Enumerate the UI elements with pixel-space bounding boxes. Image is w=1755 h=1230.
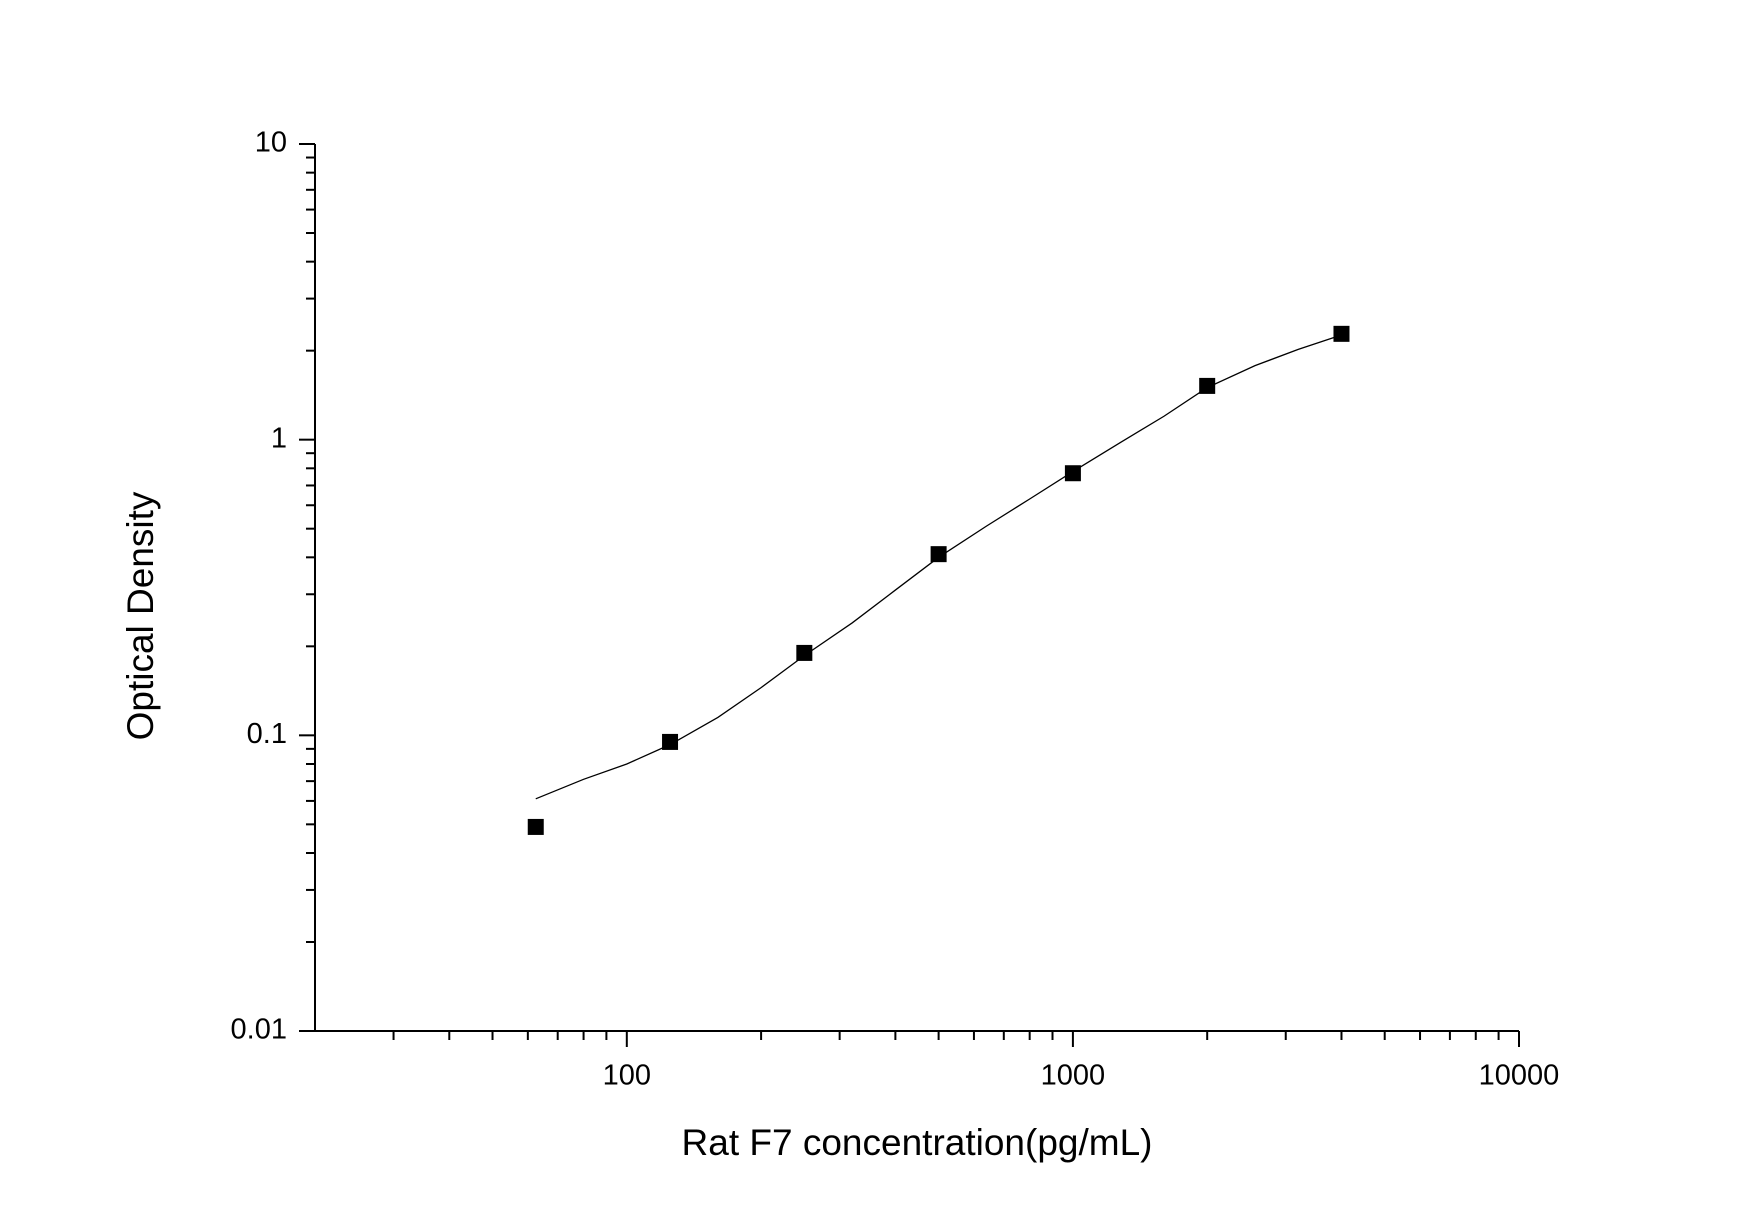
data-point bbox=[796, 644, 813, 661]
y-tick-label: 10 bbox=[255, 127, 287, 159]
x-tick-label: 10000 bbox=[1479, 1060, 1560, 1092]
x-axis-title: Rat F7 concentration(pg/mL) bbox=[682, 1122, 1153, 1163]
x-tick-label: 1000 bbox=[1041, 1060, 1106, 1092]
data-point bbox=[930, 546, 947, 563]
y-tick-label: 0.1 bbox=[247, 718, 287, 750]
fit-curve bbox=[535, 334, 1342, 800]
data-point bbox=[527, 818, 544, 835]
y-tick-label: 0.01 bbox=[231, 1014, 287, 1046]
y-tick-label: 1 bbox=[271, 422, 287, 454]
y-axis-title: Optical Density bbox=[120, 491, 161, 740]
data-point bbox=[1333, 325, 1350, 342]
x-tick-label: 100 bbox=[603, 1060, 651, 1092]
